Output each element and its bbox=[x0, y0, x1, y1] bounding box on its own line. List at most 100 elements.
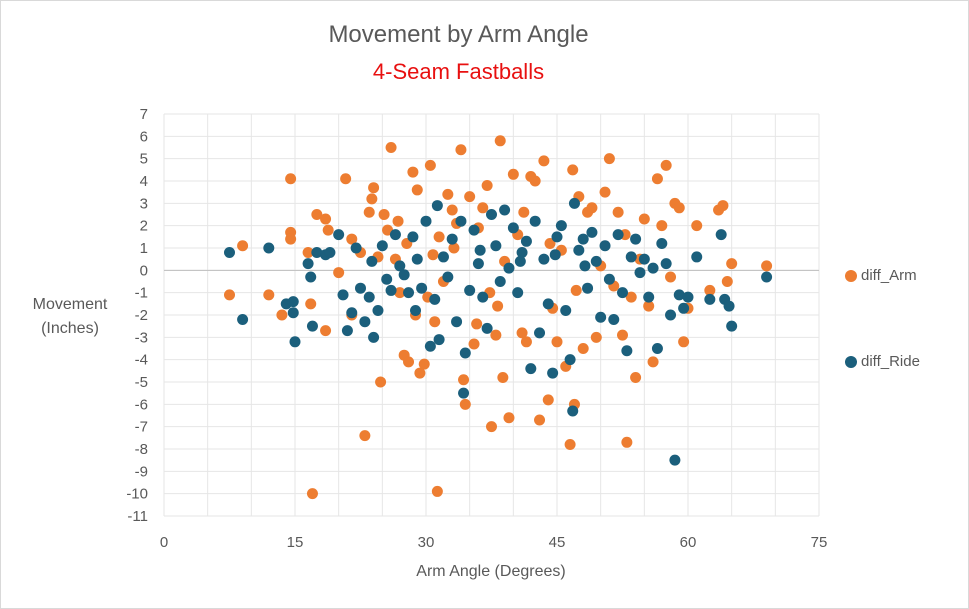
point-diff-ride bbox=[634, 267, 646, 279]
point-diff-arm bbox=[529, 175, 541, 187]
point-diff-ride bbox=[512, 287, 524, 299]
point-diff-arm bbox=[570, 284, 582, 296]
point-diff-ride bbox=[237, 313, 249, 325]
point-diff-arm bbox=[656, 220, 668, 232]
point-diff-arm bbox=[237, 240, 249, 252]
point-diff-arm bbox=[603, 153, 615, 165]
legend-label-diff-ride: diff_Ride bbox=[861, 353, 920, 370]
point-diff-ride bbox=[403, 287, 415, 299]
point-diff-arm bbox=[424, 159, 436, 171]
point-diff-ride bbox=[306, 320, 318, 332]
point-diff-arm bbox=[665, 271, 677, 283]
y-axis-label: Movement (Inches) bbox=[17, 293, 123, 341]
point-diff-ride bbox=[547, 367, 559, 379]
point-diff-ride bbox=[474, 244, 486, 256]
point-diff-ride bbox=[302, 258, 314, 270]
point-diff-arm bbox=[427, 249, 439, 261]
point-diff-arm bbox=[403, 356, 415, 368]
legend-item-diff-arm: diff_Arm bbox=[845, 267, 917, 284]
point-diff-arm bbox=[721, 276, 733, 287]
y-axis-label-line1: Movement bbox=[32, 296, 108, 313]
point-diff-arm bbox=[468, 338, 480, 350]
point-diff-arm bbox=[320, 213, 332, 225]
point-diff-arm bbox=[458, 374, 470, 386]
point-diff-arm bbox=[411, 184, 423, 196]
point-diff-ride bbox=[416, 282, 428, 294]
point-diff-arm bbox=[542, 394, 554, 406]
point-diff-arm bbox=[660, 159, 672, 171]
point-diff-ride bbox=[603, 273, 615, 285]
point-diff-arm bbox=[305, 298, 317, 310]
point-diff-arm bbox=[621, 436, 633, 448]
point-diff-ride bbox=[617, 287, 628, 299]
point-diff-ride bbox=[678, 302, 690, 314]
point-diff-ride bbox=[324, 246, 336, 258]
point-diff-arm bbox=[617, 329, 628, 341]
point-diff-ride bbox=[333, 229, 345, 241]
point-diff-ride bbox=[372, 305, 384, 317]
point-diff-ride bbox=[573, 244, 585, 256]
point-diff-ride bbox=[582, 282, 594, 294]
y-tick-label: -7 bbox=[135, 419, 148, 436]
point-diff-ride bbox=[542, 298, 554, 310]
point-diff-arm bbox=[612, 206, 624, 218]
point-diff-arm bbox=[704, 284, 716, 296]
point-diff-ride bbox=[350, 242, 362, 254]
point-diff-ride bbox=[651, 343, 663, 354]
point-diff-arm bbox=[285, 173, 297, 185]
point-diff-arm bbox=[761, 260, 773, 272]
point-diff-ride bbox=[612, 229, 624, 241]
point-diff-ride bbox=[289, 336, 301, 348]
point-diff-arm bbox=[477, 202, 489, 214]
point-diff-ride bbox=[366, 255, 378, 267]
point-diff-ride bbox=[704, 293, 716, 305]
point-diff-ride bbox=[595, 311, 607, 323]
point-diff-ride bbox=[643, 291, 655, 303]
point-diff-arm bbox=[691, 220, 703, 232]
point-diff-arm bbox=[431, 485, 443, 497]
point-diff-ride bbox=[398, 269, 410, 281]
point-diff-ride bbox=[534, 327, 546, 339]
legend-swatch-diff-arm bbox=[845, 269, 857, 282]
point-diff-ride bbox=[305, 271, 317, 283]
y-tick-label: 2 bbox=[140, 218, 148, 235]
point-diff-ride bbox=[525, 363, 537, 375]
point-diff-arm bbox=[630, 372, 642, 384]
point-diff-ride bbox=[630, 233, 642, 245]
point-diff-arm bbox=[455, 144, 467, 156]
point-diff-arm bbox=[285, 233, 297, 245]
point-diff-ride bbox=[464, 284, 476, 296]
point-diff-ride bbox=[437, 251, 449, 263]
point-diff-ride bbox=[459, 347, 471, 359]
y-tick-label: -5 bbox=[135, 374, 148, 391]
point-diff-arm bbox=[429, 316, 441, 328]
point-diff-ride bbox=[433, 334, 445, 346]
point-diff-ride bbox=[468, 224, 480, 236]
point-diff-ride bbox=[451, 316, 463, 328]
point-diff-ride bbox=[385, 284, 397, 296]
point-diff-arm bbox=[503, 412, 515, 424]
point-diff-ride bbox=[410, 305, 422, 317]
y-tick-label: 4 bbox=[140, 173, 148, 190]
point-diff-arm bbox=[306, 488, 318, 500]
point-diff-ride bbox=[389, 229, 401, 241]
point-diff-arm bbox=[368, 182, 380, 194]
point-diff-arm bbox=[717, 200, 729, 212]
point-diff-ride bbox=[682, 291, 694, 303]
point-diff-arm bbox=[392, 215, 404, 227]
point-diff-ride bbox=[346, 307, 358, 319]
point-diff-arm bbox=[446, 204, 458, 216]
point-diff-arm bbox=[673, 202, 685, 214]
point-diff-ride bbox=[424, 340, 436, 352]
y-tick-label: 1 bbox=[140, 240, 148, 257]
point-diff-arm bbox=[340, 173, 352, 185]
point-diff-arm bbox=[638, 213, 650, 225]
point-diff-arm bbox=[481, 179, 493, 191]
x-tick-label: 30 bbox=[418, 534, 435, 551]
point-diff-ride bbox=[608, 313, 620, 325]
point-diff-ride bbox=[481, 322, 493, 334]
point-diff-ride bbox=[564, 354, 576, 366]
point-diff-ride bbox=[499, 204, 511, 216]
point-diff-arm bbox=[494, 135, 506, 147]
